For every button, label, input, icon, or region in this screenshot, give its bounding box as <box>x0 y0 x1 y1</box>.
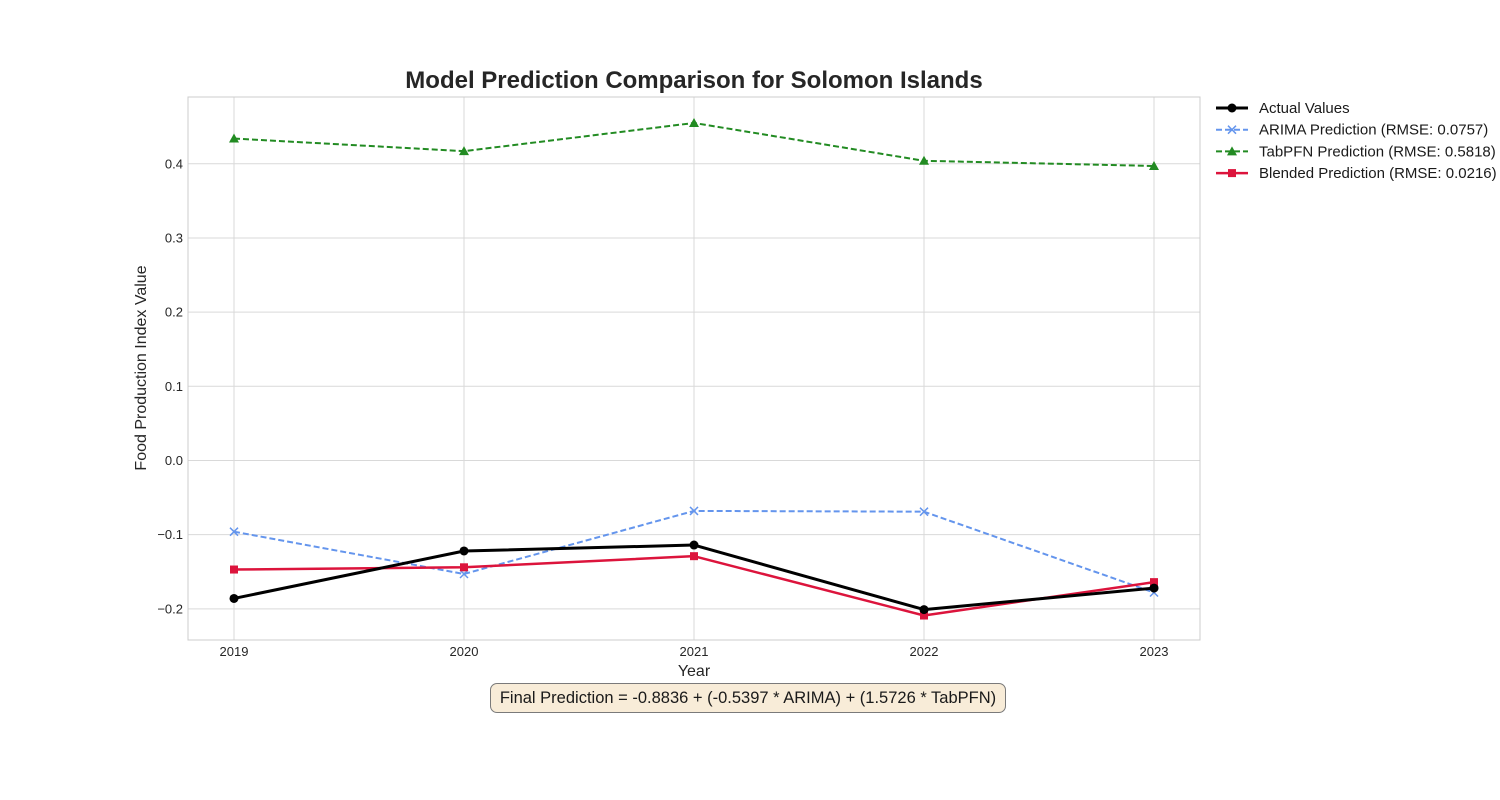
legend-entry: Actual Values <box>1216 100 1350 117</box>
data-point <box>1149 160 1159 170</box>
data-point <box>919 507 929 517</box>
legend-entry: Blended Prediction (RMSE: 0.0216) <box>1216 165 1497 182</box>
y-tick-label: −0.2 <box>157 601 183 616</box>
data-point <box>460 563 468 572</box>
data-point <box>1149 583 1159 593</box>
legend-label: ARIMA Prediction (RMSE: 0.0757) <box>1259 122 1488 139</box>
data-point <box>920 611 928 620</box>
legend-label: TabPFN Prediction (RMSE: 0.5818) <box>1259 143 1496 160</box>
y-tick-label: 0.1 <box>165 379 183 394</box>
data-point <box>689 506 699 516</box>
chart-title: Model Prediction Comparison for Solomon … <box>405 67 982 94</box>
x-tick-label: 2019 <box>220 644 249 659</box>
legend-marker <box>1227 146 1237 156</box>
data-point <box>459 569 469 579</box>
legend: Actual Values ARIMA Prediction (RMSE: 0.0… <box>1216 100 1497 182</box>
data-point <box>919 605 929 615</box>
y-axis-label: Food Production Index Value <box>133 265 150 470</box>
legend-entry: ARIMA Prediction (RMSE: 0.0757) <box>1216 122 1488 139</box>
x-tick-label: 2020 <box>450 644 479 659</box>
data-point <box>919 155 929 165</box>
legend-marker <box>1228 169 1236 178</box>
legend-marker <box>1227 125 1237 135</box>
y-tick-label: −0.1 <box>157 527 183 542</box>
legend-marker <box>1227 103 1237 113</box>
plot-frame <box>187 96 1201 641</box>
tick-labels: 2019 2020 2021 2022 2023 −0.2 −0.1 0.0 0.1 0.2 0.3… <box>157 156 1168 659</box>
formula-annotation: Final Prediction = -0.8836 + (-0.5397 * … <box>490 683 1006 713</box>
y-tick-label: 0.2 <box>165 305 183 320</box>
data-point <box>459 146 469 156</box>
data-point <box>229 593 239 603</box>
x-tick-label: 2023 <box>1140 644 1169 659</box>
legend-entry: TabPFN Prediction (RMSE: 0.5818) <box>1216 143 1496 160</box>
grid-lines <box>188 97 1200 640</box>
y-tick-label: 0.3 <box>165 230 183 245</box>
data-point <box>459 546 469 556</box>
series-1 <box>229 506 1159 598</box>
data-point <box>690 552 698 561</box>
series-group <box>229 117 1159 620</box>
legend-label: Actual Values <box>1259 100 1350 117</box>
y-tick-label: 0.0 <box>165 453 183 468</box>
series-0 <box>229 540 1159 615</box>
legend-label: Blended Prediction (RMSE: 0.0216) <box>1259 165 1497 182</box>
data-point <box>689 540 699 550</box>
data-point <box>1150 578 1158 587</box>
y-tick-label: 0.4 <box>165 156 183 171</box>
data-point <box>689 117 699 127</box>
x-tick-label: 2022 <box>910 644 939 659</box>
x-tick-label: 2021 <box>680 644 709 659</box>
data-point <box>229 133 239 143</box>
x-axis-label: Year <box>678 663 711 680</box>
data-point <box>229 527 239 537</box>
data-point <box>230 565 238 574</box>
series-2 <box>229 117 1159 170</box>
